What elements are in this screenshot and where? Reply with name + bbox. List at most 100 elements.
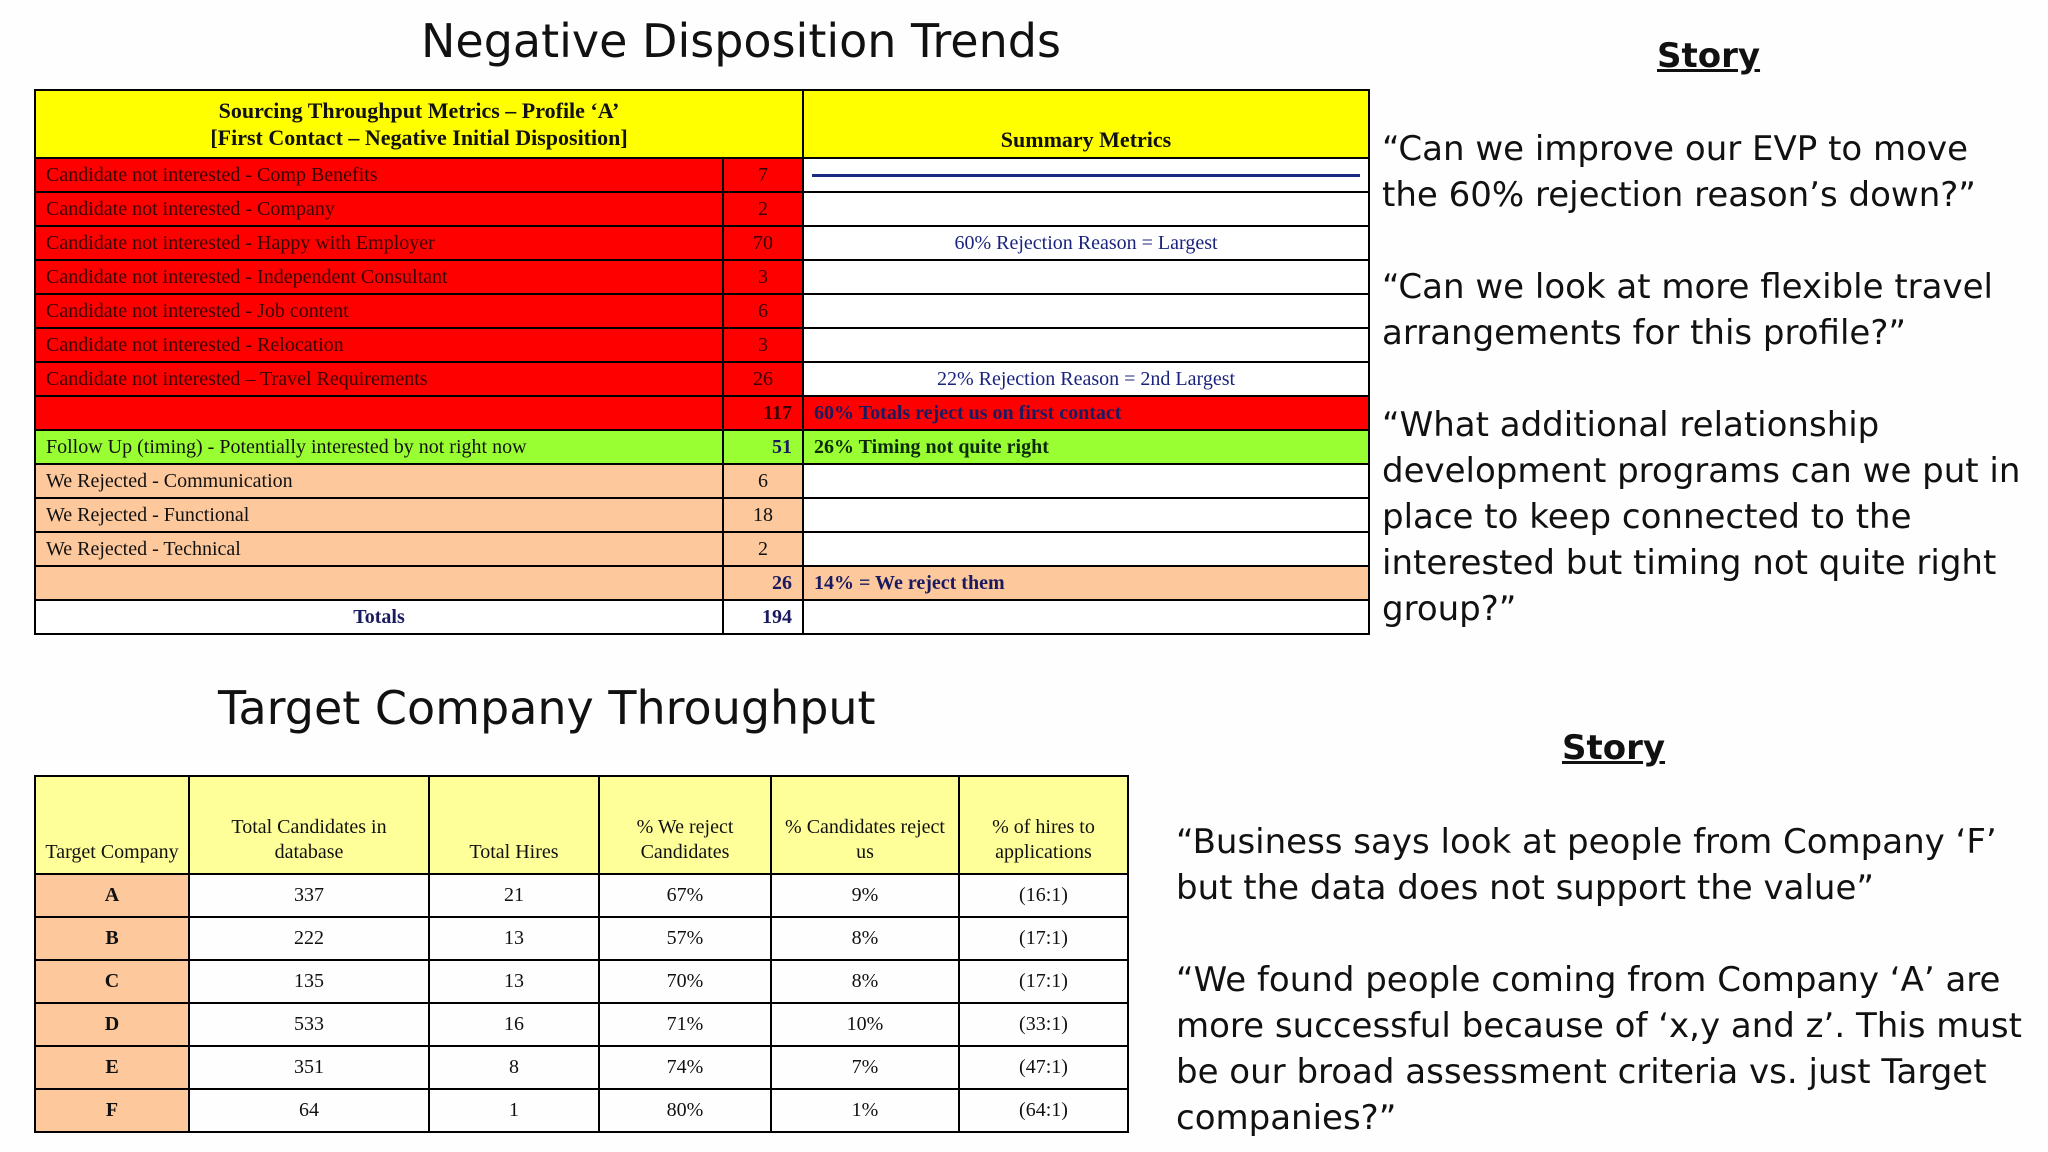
row-value: 26 — [721, 361, 805, 397]
summary-timing: 26% Timing not quite right — [802, 429, 1371, 465]
table-row: C 135 13 70% 8% (17:1) — [34, 959, 1129, 1004]
table-cell: 21 — [428, 873, 600, 918]
row-label: We Rejected - Technical — [34, 531, 724, 567]
target-header-row: Target Company Total Candidates in datab… — [34, 775, 1129, 875]
column-header: % Candidates reject us — [770, 775, 960, 875]
table-row: E 351 8 74% 7% (47:1) — [34, 1045, 1129, 1090]
story-1-quote-3: “What additional relationship developmen… — [1382, 405, 2021, 629]
row-label: We Rejected - Communication — [34, 463, 724, 499]
summary-cell — [802, 531, 1371, 567]
company-cell: F — [34, 1088, 190, 1133]
table-cell: 13 — [428, 959, 600, 1004]
table-row: A 337 21 67% 9% (16:1) — [34, 873, 1129, 918]
row-value: 6 — [721, 293, 805, 329]
summary-metrics-header: Summary Metrics — [802, 89, 1371, 159]
row-value: 6 — [721, 463, 805, 499]
table-row: We Rejected - Technical 2 — [34, 531, 1371, 567]
row-value: 3 — [721, 259, 805, 295]
row-label: Candidate not interested - Relocation — [34, 327, 724, 363]
row-label: Candidate not interested - Company — [34, 191, 724, 227]
story-2-quote-1: “Business says look at people from Compa… — [1176, 822, 1997, 908]
summary-cell — [802, 463, 1371, 499]
table-row: Follow Up (timing) - Potentially interes… — [34, 429, 1371, 465]
summary-divider-line — [812, 173, 1361, 177]
summary-cell — [802, 293, 1371, 329]
totals-value: 194 — [721, 599, 805, 635]
column-header: Total Hires — [428, 775, 600, 875]
table-cell: 70% — [598, 959, 772, 1004]
row-value: 51 — [721, 429, 805, 465]
table-cell: 74% — [598, 1045, 772, 1090]
company-cell: E — [34, 1045, 190, 1090]
table-cell: 351 — [188, 1045, 430, 1090]
row-value: 70 — [721, 225, 805, 261]
subtotal-row: 26 14% = We reject them — [34, 565, 1371, 601]
table-cell: 337 — [188, 873, 430, 918]
row-value: 2 — [721, 191, 805, 227]
story-heading-1: Story — [1657, 36, 1761, 76]
row-label: Follow Up (timing) - Potentially interes… — [34, 429, 724, 465]
table-cell: 1% — [770, 1088, 960, 1133]
table-cell: 80% — [598, 1088, 772, 1133]
column-header: Target Company — [34, 775, 190, 875]
table-cell: 222 — [188, 916, 430, 961]
table-cell: 9% — [770, 873, 960, 918]
row-label: Candidate not interested - Independent C… — [34, 259, 724, 295]
table-cell: (64:1) — [958, 1088, 1129, 1133]
table-cell: 64 — [188, 1088, 430, 1133]
sourcing-throughput-table: Sourcing Throughput Metrics – Profile ‘A… — [33, 89, 1371, 635]
row-label — [34, 565, 724, 601]
table-cell: 533 — [188, 1002, 430, 1047]
target-company-table: Target Company Total Candidates in datab… — [34, 775, 1129, 1133]
summary-reject-us: 60% Totals reject us on first contact — [802, 395, 1371, 431]
negative-disposition-title: Negative Disposition Trends — [421, 14, 1061, 68]
summary-cell — [802, 191, 1371, 227]
row-label: Candidate not interested - Comp Benefits — [34, 157, 724, 193]
table-cell: (17:1) — [958, 959, 1129, 1004]
sourcing-header-line-2: [First Contact – Negative Initial Dispos… — [210, 125, 628, 150]
reject-total: 117 — [721, 395, 805, 431]
story-1-quotes: “Can we improve our EVP to move the 60% … — [1382, 126, 2022, 632]
summary-largest: 60% Rejection Reason = Largest — [802, 225, 1371, 261]
row-label: Candidate not interested – Travel Requir… — [34, 361, 724, 397]
row-label — [34, 395, 724, 431]
summary-cell — [802, 157, 1371, 193]
table-cell: 67% — [598, 873, 772, 918]
summary-we-reject: 14% = We reject them — [802, 565, 1371, 601]
table-cell: 8 — [428, 1045, 600, 1090]
table-cell: (47:1) — [958, 1045, 1129, 1090]
row-label: We Rejected - Functional — [34, 497, 724, 533]
row-value: 7 — [721, 157, 805, 193]
story-2-quote-2: “We found people coming from Company ‘A’… — [1176, 960, 2022, 1138]
company-cell: B — [34, 916, 190, 961]
table-row: D 533 16 71% 10% (33:1) — [34, 1002, 1129, 1047]
company-cell: D — [34, 1002, 190, 1047]
table-cell: (33:1) — [958, 1002, 1129, 1047]
story-1-quote-1: “Can we improve our EVP to move the 60% … — [1382, 129, 1976, 215]
summary-cell — [802, 327, 1371, 363]
we-reject-total: 26 — [721, 565, 805, 601]
table-row: Candidate not interested - Job content 6 — [34, 293, 1371, 329]
subtotal-row: 117 60% Totals reject us on first contac… — [34, 395, 1371, 431]
story-2-quotes: “Business says look at people from Compa… — [1176, 819, 2036, 1141]
summary-cell — [802, 599, 1371, 635]
table-row: F 64 1 80% 1% (64:1) — [34, 1088, 1129, 1133]
table-row: Candidate not interested - Comp Benefits… — [34, 157, 1371, 193]
table-row: Candidate not interested - Relocation 3 — [34, 327, 1371, 363]
table-cell: 16 — [428, 1002, 600, 1047]
column-header: % We reject Candidates — [598, 775, 772, 875]
table-cell: 8% — [770, 959, 960, 1004]
table-row: We Rejected - Functional 18 — [34, 497, 1371, 533]
table-cell: (17:1) — [958, 916, 1129, 961]
summary-cell — [802, 497, 1371, 533]
table-cell: 10% — [770, 1002, 960, 1047]
company-cell: A — [34, 873, 190, 918]
table-cell: 7% — [770, 1045, 960, 1090]
table-cell: 1 — [428, 1088, 600, 1133]
totals-label: Totals — [34, 599, 724, 635]
column-header: % of hires to applications — [958, 775, 1129, 875]
table-cell: 57% — [598, 916, 772, 961]
target-company-title: Target Company Throughput — [218, 681, 876, 735]
summary-second-largest: 22% Rejection Reason = 2nd Largest — [802, 361, 1371, 397]
column-header: Total Candidates in database — [188, 775, 430, 875]
